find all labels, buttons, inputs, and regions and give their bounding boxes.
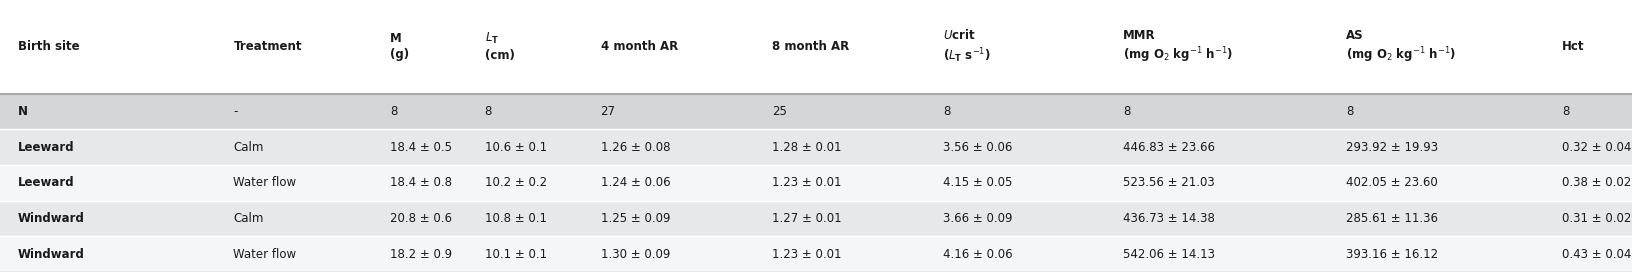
Text: 27: 27 xyxy=(601,105,615,118)
Text: 1.26 ± 0.08: 1.26 ± 0.08 xyxy=(601,141,671,154)
Text: 10.8 ± 0.1: 10.8 ± 0.1 xyxy=(485,212,547,225)
Text: 8: 8 xyxy=(943,105,951,118)
Text: 18.4 ± 0.5: 18.4 ± 0.5 xyxy=(390,141,452,154)
Text: M
(g): M (g) xyxy=(390,32,410,61)
Text: 523.56 ± 21.03: 523.56 ± 21.03 xyxy=(1123,177,1214,189)
Text: 393.16 ± 16.12: 393.16 ± 16.12 xyxy=(1346,248,1438,261)
Text: N: N xyxy=(18,105,28,118)
Text: Birth site: Birth site xyxy=(18,41,80,53)
Text: 285.61 ± 11.36: 285.61 ± 11.36 xyxy=(1346,212,1438,225)
Text: MMR
(mg O$_2$ kg$^{-1}$ h$^{-1}$): MMR (mg O$_2$ kg$^{-1}$ h$^{-1}$) xyxy=(1123,29,1232,65)
Bar xyxy=(0,201,1632,236)
Text: 0.32 ± 0.04: 0.32 ± 0.04 xyxy=(1562,141,1632,154)
Text: Leeward: Leeward xyxy=(18,177,75,189)
Text: 3.56 ± 0.06: 3.56 ± 0.06 xyxy=(943,141,1013,154)
Text: 436.73 ± 14.38: 436.73 ± 14.38 xyxy=(1123,212,1214,225)
Text: 1.24 ± 0.06: 1.24 ± 0.06 xyxy=(601,177,671,189)
Text: 4 month AR: 4 month AR xyxy=(601,41,677,53)
Text: $L_\mathbf{T}$
(cm): $L_\mathbf{T}$ (cm) xyxy=(485,31,514,63)
Bar xyxy=(0,236,1632,272)
Text: 8: 8 xyxy=(485,105,493,118)
Text: 8: 8 xyxy=(1562,105,1570,118)
Text: Hct: Hct xyxy=(1562,41,1585,53)
Text: 0.43 ± 0.04: 0.43 ± 0.04 xyxy=(1562,248,1632,261)
Text: 1.25 ± 0.09: 1.25 ± 0.09 xyxy=(601,212,671,225)
Text: Calm: Calm xyxy=(233,141,264,154)
Text: 10.1 ± 0.1: 10.1 ± 0.1 xyxy=(485,248,547,261)
Text: Treatment: Treatment xyxy=(233,41,302,53)
Text: 293.92 ± 19.93: 293.92 ± 19.93 xyxy=(1346,141,1438,154)
Bar xyxy=(0,94,1632,129)
Text: 4.15 ± 0.05: 4.15 ± 0.05 xyxy=(943,177,1013,189)
Text: 8: 8 xyxy=(390,105,398,118)
Bar xyxy=(0,0,1632,94)
Text: Calm: Calm xyxy=(233,212,264,225)
Text: Leeward: Leeward xyxy=(18,141,75,154)
Text: Water flow: Water flow xyxy=(233,248,297,261)
Text: 25: 25 xyxy=(772,105,787,118)
Text: 20.8 ± 0.6: 20.8 ± 0.6 xyxy=(390,212,452,225)
Text: 10.2 ± 0.2: 10.2 ± 0.2 xyxy=(485,177,547,189)
Text: 1.27 ± 0.01: 1.27 ± 0.01 xyxy=(772,212,842,225)
Text: 18.4 ± 0.8: 18.4 ± 0.8 xyxy=(390,177,452,189)
Text: 8 month AR: 8 month AR xyxy=(772,41,849,53)
Text: Water flow: Water flow xyxy=(233,177,297,189)
Text: $\mathit{U}$crit
($L_\mathbf{T}$ s$^{-1}$): $\mathit{U}$crit ($L_\mathbf{T}$ s$^{-1}… xyxy=(943,29,991,65)
Text: 3.66 ± 0.09: 3.66 ± 0.09 xyxy=(943,212,1013,225)
Text: 8: 8 xyxy=(1346,105,1355,118)
Text: 1.23 ± 0.01: 1.23 ± 0.01 xyxy=(772,248,842,261)
Text: 0.31 ± 0.02: 0.31 ± 0.02 xyxy=(1562,212,1632,225)
Text: 402.05 ± 23.60: 402.05 ± 23.60 xyxy=(1346,177,1438,189)
Text: 542.06 ± 14.13: 542.06 ± 14.13 xyxy=(1123,248,1214,261)
Text: 10.6 ± 0.1: 10.6 ± 0.1 xyxy=(485,141,547,154)
Text: 1.28 ± 0.01: 1.28 ± 0.01 xyxy=(772,141,842,154)
Text: -: - xyxy=(233,105,238,118)
Text: 18.2 ± 0.9: 18.2 ± 0.9 xyxy=(390,248,452,261)
Text: Windward: Windward xyxy=(18,212,85,225)
Text: 1.30 ± 0.09: 1.30 ± 0.09 xyxy=(601,248,671,261)
Text: 4.16 ± 0.06: 4.16 ± 0.06 xyxy=(943,248,1013,261)
Bar xyxy=(0,165,1632,201)
Bar xyxy=(0,129,1632,165)
Text: 1.23 ± 0.01: 1.23 ± 0.01 xyxy=(772,177,842,189)
Text: Windward: Windward xyxy=(18,248,85,261)
Text: 8: 8 xyxy=(1123,105,1131,118)
Text: 446.83 ± 23.66: 446.83 ± 23.66 xyxy=(1123,141,1214,154)
Text: 0.38 ± 0.02: 0.38 ± 0.02 xyxy=(1562,177,1630,189)
Text: AS
(mg O$_2$ kg$^{-1}$ h$^{-1}$): AS (mg O$_2$ kg$^{-1}$ h$^{-1}$) xyxy=(1346,29,1456,65)
